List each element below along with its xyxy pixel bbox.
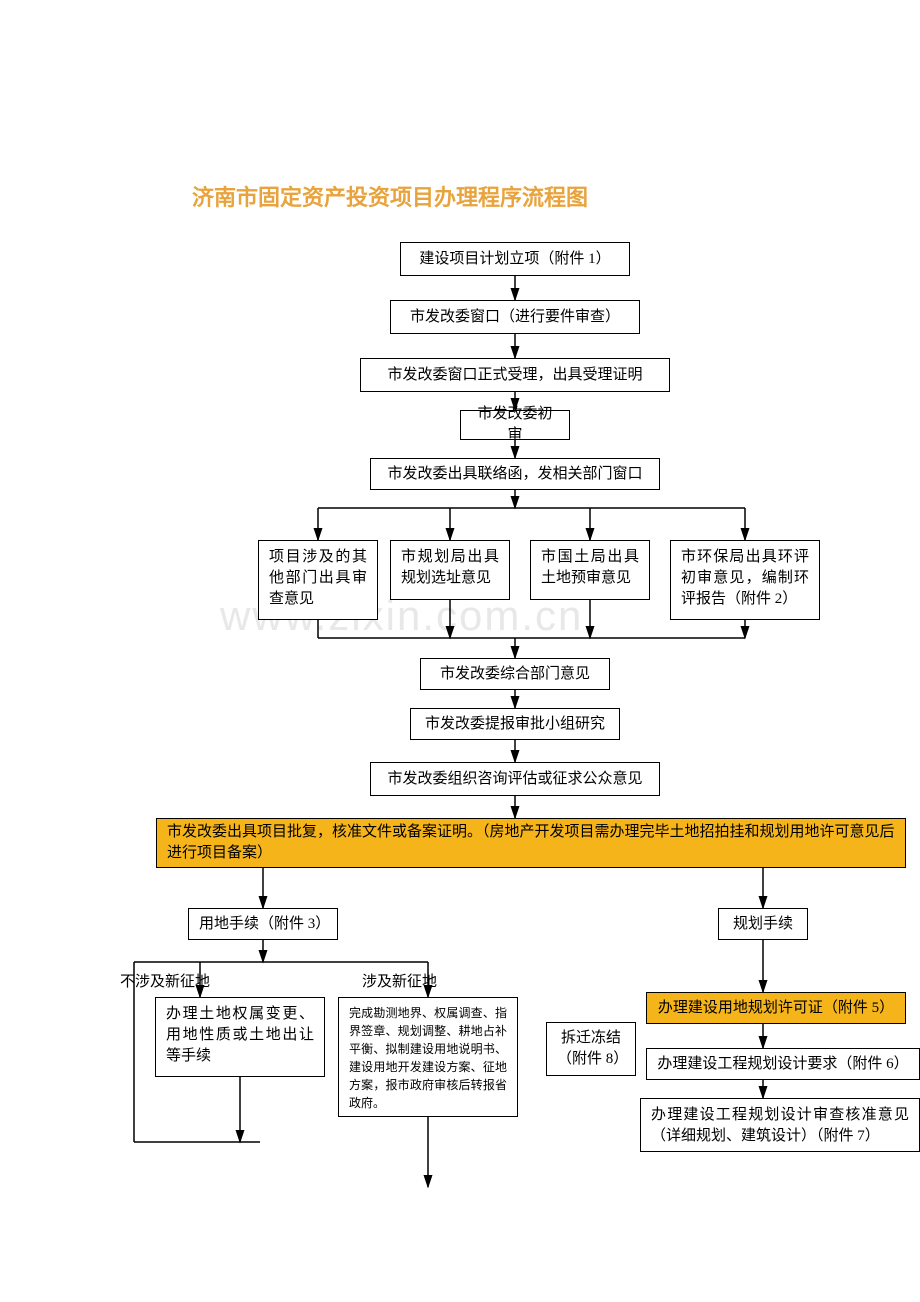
- flowchart: www.zixin.com.cn 建设项目计划立项（附件 1） 市发改委窗口（进…: [0, 242, 920, 1292]
- node-consolidate: 市发改委综合部门意见: [420, 658, 610, 690]
- node-planning-bureau: 市规划局出具规划选址意见: [390, 540, 510, 600]
- node-design-req: 办理建设工程规划设计要求（附件 6）: [646, 1048, 920, 1080]
- node-land-procedure: 用地手续（附件 3）: [188, 908, 338, 940]
- node-window-review: 市发改委窗口（进行要件审查）: [390, 300, 640, 334]
- node-design-review: 办理建设工程规划设计审查核准意见（详细规划、建筑设计）（附件 7）: [640, 1098, 920, 1152]
- node-demolition-freeze: 拆迁冻结（附件 8）: [546, 1022, 636, 1076]
- node-formal-accept: 市发改委窗口正式受理，出具受理证明: [360, 358, 670, 392]
- node-liaison-letter: 市发改委出具联络函，发相关部门窗口: [370, 458, 660, 490]
- node-initial-review: 市发改委初审: [460, 410, 570, 440]
- node-env-bureau: 市环保局出具环评初审意见，编制环评报告（附件 2）: [670, 540, 820, 620]
- node-land-change: 办理土地权属变更、用地性质或土地出让等手续: [155, 997, 325, 1077]
- page-title: 济南市固定资产投资项目办理程序流程图: [0, 180, 920, 212]
- node-land-survey: 完成勘测地界、权属调查、指界签章、规划调整、耕地占补平衡、拟制建设用地说明书、建…: [338, 997, 518, 1117]
- node-submit-group: 市发改委提报审批小组研究: [410, 708, 620, 740]
- node-approval-doc: 市发改委出具项目批复，核准文件或备案证明。（房地产开发项目需办理完毕土地招拍挂和…: [156, 818, 906, 868]
- label-new-land: 涉及新征地: [362, 970, 437, 991]
- node-planning-procedure: 规划手续: [718, 908, 808, 940]
- node-land-bureau: 市国土局出具土地预审意见: [530, 540, 650, 600]
- node-public-consult: 市发改委组织咨询评估或征求公众意见: [370, 762, 660, 796]
- node-other-dept: 项目涉及的其他部门出具审查意见: [258, 540, 378, 620]
- node-land-permit: 办理建设用地规划许可证（附件 5）: [646, 992, 906, 1024]
- label-no-new-land: 不涉及新征地: [120, 970, 210, 991]
- node-project-filing: 建设项目计划立项（附件 1）: [400, 242, 630, 276]
